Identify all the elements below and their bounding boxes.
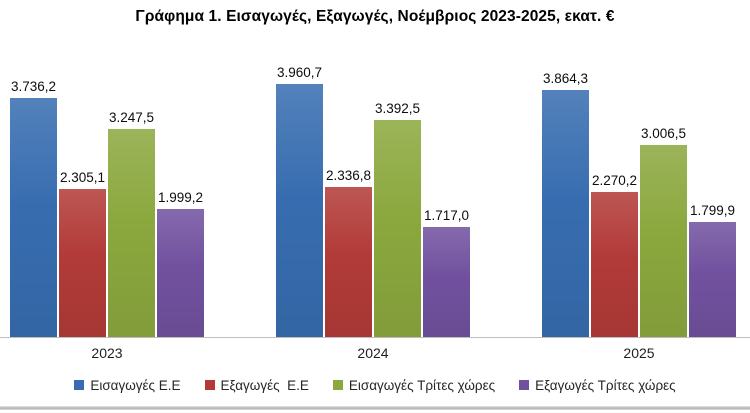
x-axis-label-2023: 2023 [91,345,123,361]
bar-2024-series-2 [374,120,421,337]
bar-2024-series-0 [276,84,323,337]
chart-title: Γράφημα 1. Εισαγωγές, Εξαγωγές, Νοέμβριο… [135,8,615,25]
bar-value-label: 1.999,2 [157,190,204,205]
bar-value-label: 3.864,3 [542,71,589,86]
legend-swatch-icon [332,380,343,390]
bar-value-label: 2.336,8 [325,168,372,183]
legend-item-2: Εισαγωγές Τρίτες χώρες [332,377,496,393]
bar-value-label: 3.736,2 [10,79,57,94]
x-axis-line [0,337,750,338]
legend-label: Εισαγωγές Ε.Ε [90,377,181,393]
legend-item-0: Εισαγωγές Ε.Ε [74,377,181,393]
legend-label: Εξαγωγές Ε.Ε [220,377,309,393]
bar-2024-series-3 [423,227,470,337]
legend-swatch-icon [204,380,215,390]
bar-2025-series-1 [591,192,638,337]
x-axis-label-2024: 2024 [357,345,389,361]
bar-2023-series-2 [108,129,155,337]
bar-2025-series-0 [542,90,589,337]
bar-value-label: 3.392,5 [374,101,421,116]
legend: Εισαγωγές Ε.Ε Εξαγωγές Ε.Ε Εισαγωγές Τρίτε… [0,375,750,395]
legend-item-3: Εξαγωγές Τρίτες χώρες [519,378,676,393]
legend-label: Εισαγωγές Τρίτες χώρες [348,377,496,393]
bar-value-label: 2.270,2 [591,173,638,188]
legend-item-1: Εξαγωγές Ε.Ε [204,377,309,393]
x-axis-label-2025: 2025 [623,345,655,361]
bar-value-label: 1.799,9 [689,203,736,218]
bar-2025-series-2 [640,145,687,337]
bar-value-label: 3.006,5 [640,126,687,141]
bottom-divider-line [0,406,750,410]
legend-swatch-icon [74,380,85,390]
bar-value-label: 2.305,1 [59,170,106,185]
bar-value-label: 3.247,5 [108,110,155,125]
bar-2023-series-0 [10,98,57,337]
legend-label: Εξαγωγές Τρίτες χώρες [535,377,676,393]
legend-swatch-icon [519,380,530,390]
bar-2023-series-3 [157,209,204,337]
bar-value-label: 3.960,7 [276,65,323,80]
bar-2025-series-3 [689,222,736,337]
plot-area: 3.736,2 2.305,1 3.247,5 1.999,2 3.960,7 2.336… [10,65,736,337]
bar-2023-series-1 [59,189,106,337]
bar-2024-series-1 [325,187,372,337]
bar-value-label: 1.717,0 [423,208,470,223]
